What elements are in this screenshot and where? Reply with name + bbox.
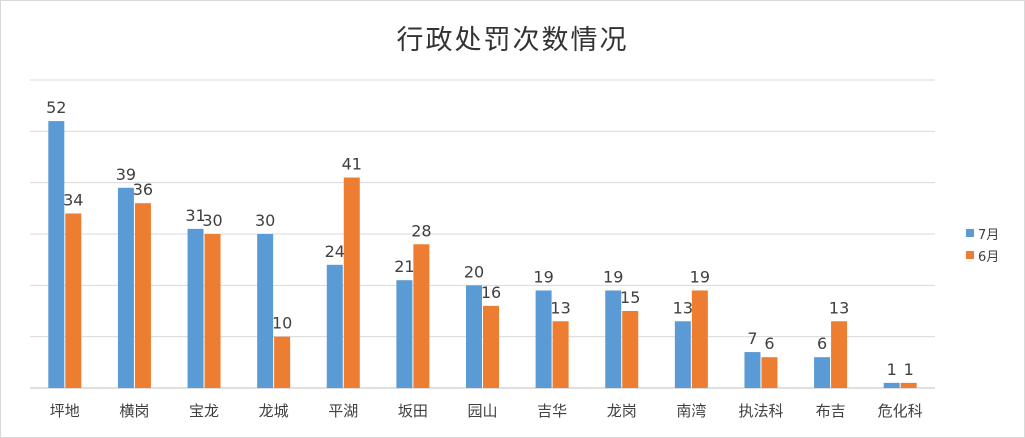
data-label-6: 1 [904,360,914,379]
chart-legend: 7月 6月 [966,222,999,266]
bar-6 [900,382,917,388]
bar-6 [622,311,639,388]
x-tick-label: 龙岗 [607,402,637,420]
bar-6 [552,321,569,388]
x-tick-label: 坪地 [50,402,80,420]
x-tick-label: 横岗 [119,402,149,420]
bar-7 [883,382,900,388]
x-tick-label: 园山 [467,402,497,420]
bar-6 [831,321,848,388]
data-label-7: 39 [116,165,136,184]
x-tick-label: 南湾 [676,402,706,420]
bar-6 [134,203,151,388]
legend-item-7: 7月 [966,222,999,244]
data-label-6: 36 [133,180,153,199]
legend-label-6: 6月 [978,249,1000,265]
data-label-6: 28 [411,221,431,240]
bar-7 [48,121,65,389]
x-tick-label: 龙城 [259,402,289,420]
legend-item-6: 6月 [966,244,999,266]
data-label-7: 6 [817,334,827,353]
bar-7 [326,264,343,388]
data-label-6: 30 [202,211,222,230]
bar-6 [483,305,499,388]
legend-swatch-6 [966,251,974,259]
data-label-7: 24 [325,242,345,261]
data-label-6: 13 [550,298,570,317]
bar-6 [204,234,221,388]
bar-7 [814,357,831,388]
data-label-6: 16 [481,283,501,302]
data-label-7: 19 [603,267,623,286]
chart-title: 行政处罚次数情况 [396,25,629,56]
data-label-6: 19 [690,267,710,286]
bar-7 [466,285,482,388]
bar-7 [187,228,204,388]
data-label-7: 1 [887,360,897,379]
bar-7 [396,280,413,388]
data-label-6: 41 [342,155,362,174]
data-label-7: 30 [255,211,275,230]
data-label-6: 6 [764,334,774,353]
legend-swatch-7 [966,229,974,237]
x-tick-label: 布吉 [816,402,846,420]
bar-7 [674,321,691,388]
data-label-7: 7 [747,329,757,348]
data-label-7: 13 [673,298,693,317]
data-label-6: 15 [620,288,640,307]
data-label-6: 13 [829,298,849,317]
x-tick-label: 危化科 [878,402,923,420]
bar-7 [605,290,622,388]
x-tick-label: 吉华 [537,402,567,420]
data-label-7: 19 [533,267,553,286]
x-tick-label: 平湖 [328,402,358,420]
data-label-7: 31 [185,206,205,225]
bar-6 [274,336,291,388]
x-tick-label: 坂田 [398,402,428,420]
bar-6 [413,244,430,388]
data-label-6: 34 [63,190,83,209]
bar-6 [691,290,708,388]
data-label-7: 20 [464,262,484,281]
bar-6 [761,357,778,388]
bar-7 [535,290,552,388]
bar-6 [343,177,360,388]
data-label-7: 21 [394,257,414,276]
data-label-6: 10 [272,314,292,333]
bar-7 [744,352,761,388]
x-tick-label: 宝龙 [189,402,219,420]
bar-7 [117,187,134,388]
bar-7 [257,234,274,388]
legend-label-7: 7月 [978,227,1000,243]
bar-6 [65,213,82,388]
x-tick-label: 执法科 [738,402,783,420]
data-label-7: 52 [46,98,66,117]
